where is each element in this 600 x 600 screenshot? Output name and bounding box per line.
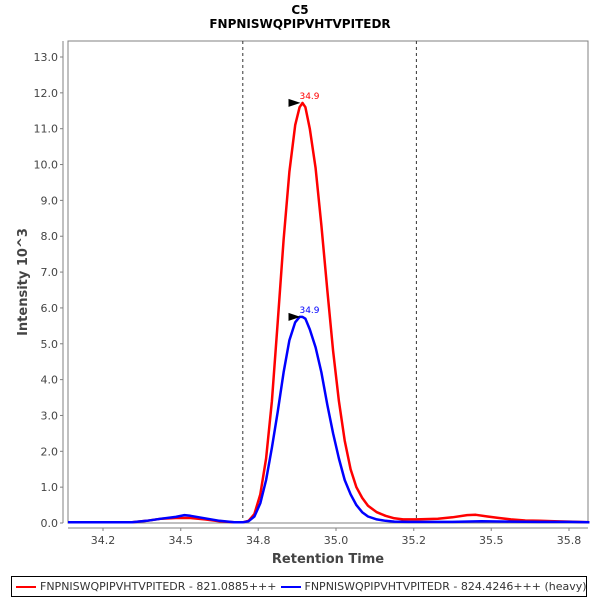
x-tick-label: 35.5: [479, 534, 504, 547]
x-tick-label: 34.8: [246, 534, 271, 547]
peak-label: 34.9: [299, 306, 319, 316]
y-tick-label: 12.0: [34, 87, 59, 100]
x-axis-title: Retention Time: [272, 552, 384, 567]
y-tick-label: 2.0: [41, 445, 59, 458]
y-tick-label: 11.0: [34, 123, 59, 136]
legend-swatch-blue: [280, 585, 301, 588]
y-tick-label: 3.0: [41, 409, 59, 422]
x-tick-label: 34.2: [91, 534, 116, 547]
y-tick-label: 0.0: [41, 517, 59, 530]
series-line-heavy: [68, 315, 590, 524]
y-tick-label: 10.0: [34, 159, 59, 172]
legend-item-light[interactable]: FNPNISWQPIPVHTVPITEDR - 821.0885+++: [16, 580, 277, 593]
chart-title: C5: [291, 3, 309, 17]
y-tick-label: 9.0: [41, 194, 59, 207]
peak-marker-arrow-icon: [288, 312, 301, 321]
y-tick-label: 4.0: [41, 374, 59, 387]
x-tick-label: 35.8: [557, 534, 582, 547]
legend-label-light: FNPNISWQPIPVHTVPITEDR - 821.0885+++: [40, 580, 277, 593]
peak-label: 34.9: [299, 92, 319, 102]
legend-item-heavy[interactable]: FNPNISWQPIPVHTVPITEDR - 824.4246+++ (hea…: [280, 580, 587, 593]
chart-subtitle: FNPNISWQPIPVHTVPITEDR: [209, 17, 391, 31]
x-tick-label: 35.2: [402, 534, 427, 547]
y-tick-label: 7.0: [41, 266, 59, 279]
plot-area: [67, 40, 589, 524]
y-tick-label: 5.0: [41, 338, 59, 351]
legend-swatch-red: [16, 585, 36, 588]
y-tick-label: 1.0: [41, 481, 59, 494]
y-tick-label: 8.0: [41, 230, 59, 243]
legend-label-heavy: FNPNISWQPIPVHTVPITEDR - 824.4246+++ (hea…: [304, 580, 587, 593]
y-tick-label: 13.0: [34, 51, 59, 64]
x-tick-label: 35.0: [324, 534, 349, 547]
x-tick-label: 34.5: [169, 534, 194, 547]
y-tick-label: 6.0: [41, 302, 59, 315]
y-axis-title: Intensity 10^3: [16, 228, 31, 336]
peak-marker-arrow-icon: [288, 98, 301, 107]
legend: FNPNISWQPIPVHTVPITEDR - 821.0885+++ FNPN…: [11, 576, 587, 597]
